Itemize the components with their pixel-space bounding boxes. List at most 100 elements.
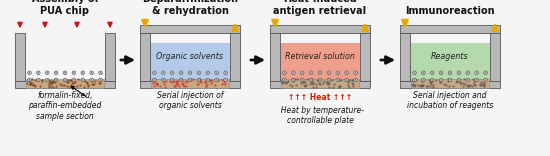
Circle shape [163, 79, 164, 81]
Circle shape [414, 79, 415, 81]
Circle shape [422, 72, 424, 73]
Circle shape [320, 72, 321, 73]
Bar [230, 33, 240, 81]
Circle shape [284, 79, 285, 81]
Bar [280, 43, 360, 81]
Circle shape [179, 71, 183, 75]
Circle shape [467, 72, 469, 73]
Circle shape [318, 78, 322, 82]
Circle shape [100, 79, 101, 81]
Circle shape [216, 72, 217, 73]
Circle shape [327, 78, 331, 82]
Circle shape [484, 71, 487, 75]
Circle shape [56, 72, 57, 73]
Circle shape [432, 79, 433, 81]
Circle shape [422, 79, 424, 81]
Circle shape [100, 72, 101, 73]
Circle shape [439, 78, 443, 82]
Circle shape [153, 79, 155, 81]
Bar [411, 78, 489, 88]
Circle shape [449, 79, 450, 81]
Bar [140, 33, 150, 81]
Circle shape [207, 79, 208, 81]
Circle shape [197, 71, 201, 75]
Circle shape [189, 79, 191, 81]
Circle shape [448, 71, 452, 75]
Text: Deparaffinization
& rehydration: Deparaffinization & rehydration [142, 0, 238, 16]
Circle shape [475, 78, 478, 82]
Circle shape [188, 78, 192, 82]
Circle shape [309, 78, 313, 82]
Circle shape [216, 79, 217, 81]
Circle shape [207, 72, 208, 73]
Bar [400, 33, 410, 81]
Circle shape [441, 72, 442, 73]
Text: formalin-fixed,
paraffin-embedded
sample section: formalin-fixed, paraffin-embedded sample… [28, 91, 102, 121]
Circle shape [170, 71, 174, 75]
Bar [105, 33, 115, 81]
Circle shape [337, 72, 338, 73]
Circle shape [466, 71, 470, 75]
Circle shape [320, 79, 321, 81]
Circle shape [63, 71, 67, 75]
Circle shape [310, 79, 312, 81]
Circle shape [37, 79, 39, 81]
Circle shape [284, 72, 285, 73]
Circle shape [441, 79, 442, 81]
Circle shape [64, 79, 65, 81]
Circle shape [198, 72, 200, 73]
Circle shape [300, 71, 304, 75]
Circle shape [197, 78, 201, 82]
Circle shape [29, 79, 30, 81]
Circle shape [293, 79, 294, 81]
Circle shape [47, 79, 48, 81]
Circle shape [458, 79, 460, 81]
Bar [15, 33, 25, 81]
Circle shape [29, 72, 30, 73]
Circle shape [310, 72, 312, 73]
Circle shape [354, 78, 358, 82]
Circle shape [283, 78, 286, 82]
Circle shape [336, 71, 339, 75]
Circle shape [346, 79, 348, 81]
Circle shape [327, 71, 331, 75]
Circle shape [345, 71, 349, 75]
Circle shape [172, 79, 173, 81]
Circle shape [224, 78, 227, 82]
Circle shape [99, 78, 102, 82]
Bar [150, 43, 230, 81]
Bar [400, 81, 500, 88]
Text: Serial injection of
organic solvents: Serial injection of organic solvents [157, 91, 223, 110]
Circle shape [485, 72, 486, 73]
Circle shape [336, 78, 339, 82]
Bar [410, 43, 490, 81]
Circle shape [180, 79, 182, 81]
Circle shape [180, 72, 182, 73]
Circle shape [36, 71, 40, 75]
Circle shape [64, 72, 65, 73]
Circle shape [54, 71, 58, 75]
Circle shape [162, 71, 165, 75]
Circle shape [82, 79, 84, 81]
Circle shape [458, 72, 460, 73]
Circle shape [172, 72, 173, 73]
Bar [360, 33, 370, 81]
Circle shape [318, 71, 322, 75]
Circle shape [81, 71, 85, 75]
Circle shape [412, 78, 416, 82]
Bar [281, 78, 359, 88]
Circle shape [47, 72, 48, 73]
Circle shape [73, 72, 75, 73]
Circle shape [484, 78, 487, 82]
Bar [490, 33, 500, 81]
Circle shape [476, 79, 477, 81]
Text: Heat-induced
antigen retrieval: Heat-induced antigen retrieval [273, 0, 366, 16]
Circle shape [170, 78, 174, 82]
Circle shape [293, 72, 294, 73]
Circle shape [91, 72, 92, 73]
Circle shape [328, 79, 329, 81]
Circle shape [412, 71, 416, 75]
Circle shape [309, 71, 313, 75]
Circle shape [432, 72, 433, 73]
Circle shape [46, 71, 49, 75]
